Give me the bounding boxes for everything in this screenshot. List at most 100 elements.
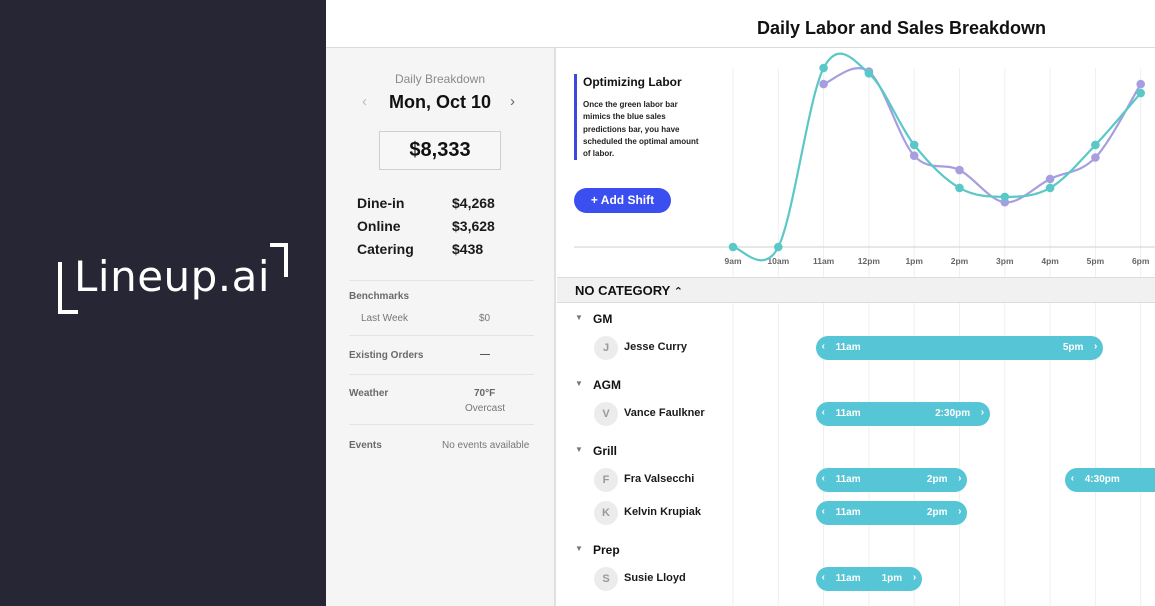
series-point xyxy=(819,79,828,89)
shift-end: 5pm xyxy=(1062,342,1084,353)
x-tick-label: 1pm xyxy=(905,256,923,266)
events-label: Events xyxy=(349,440,382,451)
x-tick-label: 3pm xyxy=(996,256,1014,266)
group-label: AGM xyxy=(593,378,621,392)
shift-bar[interactable]: ‹ 11am 1pm › xyxy=(815,567,923,591)
category-label: NO CATEGORY ⌃ xyxy=(575,283,683,298)
weather-temp: 70°F xyxy=(474,388,496,399)
x-tick-label: 2pm xyxy=(951,256,969,266)
x-tick-label: 10am xyxy=(767,256,789,266)
x-tick-label: 11am xyxy=(813,256,835,266)
employee-name: Susie Lloyd xyxy=(624,572,686,584)
caret-down-icon[interactable]: ▼ xyxy=(575,313,583,322)
logo: Lineup.ai xyxy=(74,252,271,301)
group-label: Grill xyxy=(593,444,618,458)
chevron-left-icon[interactable]: ‹ xyxy=(821,407,825,418)
caret-down-icon[interactable]: ▼ xyxy=(575,379,583,388)
total-sales: $8,333 xyxy=(379,131,501,170)
series-point xyxy=(1000,192,1010,202)
employee-name: Jesse Curry xyxy=(624,341,687,353)
app-window: Daily Labor and Sales Breakdown Daily Br… xyxy=(326,0,1155,606)
existing-orders-value: — xyxy=(480,349,490,360)
revenue-label: Online xyxy=(357,218,401,234)
avatar: K xyxy=(594,501,618,525)
x-tick-label: 12pm xyxy=(858,256,881,266)
series-point xyxy=(909,151,919,161)
revenue-row-dine-in: Dine-in $4,268 xyxy=(357,195,507,213)
series-point xyxy=(1136,79,1145,89)
section-label: Daily Breakdown xyxy=(394,72,486,86)
chevron-left-icon[interactable]: ‹ xyxy=(821,506,825,517)
avatar: V xyxy=(594,402,618,426)
shift-end: 2pm xyxy=(926,507,948,518)
series-point xyxy=(1136,88,1145,98)
add-shift-button[interactable]: + Add Shift xyxy=(574,188,671,213)
shift-end: 2pm xyxy=(926,474,948,485)
category-header[interactable]: NO CATEGORY ⌃ xyxy=(557,277,1155,303)
benchmarks-label: Benchmarks xyxy=(349,291,410,302)
series-point xyxy=(1045,183,1055,193)
shift-bar[interactable]: ‹ 11am 2:30pm › xyxy=(815,402,991,426)
series-point xyxy=(728,242,738,252)
chevron-up-icon[interactable]: ⌃ xyxy=(673,286,683,298)
series-line xyxy=(823,67,1142,204)
divider xyxy=(349,280,534,281)
shift-bar[interactable]: ‹ 11am 2pm › xyxy=(815,468,968,492)
chevron-left-icon[interactable]: ‹ xyxy=(821,572,825,583)
shift-start: 11am xyxy=(835,474,861,485)
chevron-right-icon[interactable]: › xyxy=(510,93,515,110)
page-title: Daily Labor and Sales Breakdown xyxy=(756,18,1047,38)
series-point xyxy=(1045,174,1055,184)
chevron-left-icon[interactable]: ‹ xyxy=(821,473,825,484)
shift-end: 2:30pm xyxy=(935,408,971,419)
shift-end: 1pm xyxy=(881,573,903,584)
app-header: Daily Labor and Sales Breakdown xyxy=(326,0,1155,48)
logo-bracket-left xyxy=(58,262,78,314)
x-axis-ticks: 9am 10am 11am 12pm 1pm 2pm 3pm 4pm 5pm 6pm xyxy=(724,256,1149,266)
revenue-value: $4,268 xyxy=(452,195,495,211)
shift-bar[interactable]: ‹4:30pm7p› xyxy=(1064,468,1155,492)
series-point xyxy=(864,69,874,78)
schedule-main: 9am 10am 11am 12pm 1pm 2pm 3pm 4pm 5pm 6pm Optimi… xyxy=(557,48,1155,606)
chevron-left-icon[interactable]: ‹ xyxy=(362,93,367,110)
caret-down-icon[interactable]: ▼ xyxy=(575,445,583,454)
x-tick-label: 6pm xyxy=(1132,256,1150,266)
chevron-right-icon[interactable]: › xyxy=(912,572,917,583)
series-point xyxy=(819,63,828,73)
chevron-left-icon[interactable]: ‹ xyxy=(821,341,825,352)
shift-bar[interactable]: ‹ 11am 2pm › xyxy=(815,501,968,525)
employee-name: Fra Valsecchi xyxy=(624,473,695,485)
revenue-label: Dine-in xyxy=(357,195,405,211)
series-point xyxy=(1091,153,1100,162)
revenue-row-online: Online $3,628 xyxy=(357,218,507,236)
chevron-left-icon[interactable]: ‹ xyxy=(1070,473,1075,484)
caret-down-icon[interactable]: ▼ xyxy=(575,544,583,553)
chevron-right-icon[interactable]: › xyxy=(980,407,985,418)
callout-body: Once the green labor bar mimics the blue… xyxy=(583,100,699,159)
revenue-row-catering: Catering $438 xyxy=(357,241,507,259)
shift-bar[interactable]: ‹ 11am 5pm › xyxy=(815,336,1104,360)
chart-series xyxy=(728,52,1145,262)
chevron-right-icon[interactable]: › xyxy=(958,473,962,484)
series-line xyxy=(732,52,1142,262)
date-navigator: ‹ Mon, Oct 10 › xyxy=(326,91,554,115)
shift-start: 11am xyxy=(835,507,861,518)
avatar: F xyxy=(594,468,618,492)
x-tick-label: 5pm xyxy=(1087,256,1105,266)
optimizing-labor-callout: Optimizing Labor Once the green labor ba… xyxy=(574,74,699,161)
divider xyxy=(349,374,534,375)
revenue-value: $3,628 xyxy=(452,218,495,234)
chevron-right-icon[interactable]: › xyxy=(958,506,962,517)
avatar: J xyxy=(594,336,618,360)
series-point xyxy=(955,183,964,193)
series-point xyxy=(774,242,783,252)
shift-start: 4:30pm xyxy=(1084,474,1120,485)
category-label-text: NO CATEGORY xyxy=(575,283,671,298)
chevron-right-icon[interactable]: › xyxy=(1094,341,1098,352)
current-date: Mon, Oct 10 xyxy=(388,92,491,112)
benchmark-item-label: Last Week xyxy=(361,313,409,324)
weather-label: Weather xyxy=(349,388,389,399)
series-point xyxy=(1091,140,1100,150)
existing-orders-label: Existing Orders xyxy=(349,350,424,361)
revenue-label: Catering xyxy=(357,241,414,257)
